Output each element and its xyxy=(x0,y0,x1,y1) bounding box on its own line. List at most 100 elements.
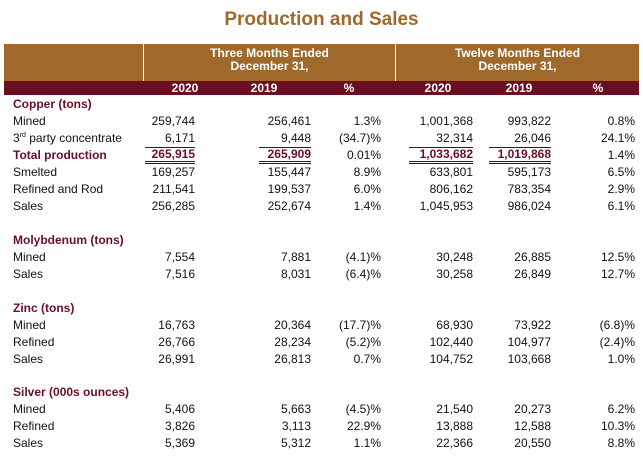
table-row: Refined 3,826 3,113 22.9% 13,888 12,588 … xyxy=(0,418,643,435)
header-divider xyxy=(143,44,144,95)
table-row: Refined and Rod 211,541 199,537 6.0% 806… xyxy=(0,181,643,198)
cell: 26,991 xyxy=(158,352,195,366)
twelve-months-label: Twelve Months Ended xyxy=(454,46,581,60)
cell: 7,554 xyxy=(164,250,195,264)
col-pct-3m: % xyxy=(343,81,355,95)
cell: 993,822 xyxy=(507,114,551,128)
col-2020-3m: 2020 xyxy=(171,81,199,95)
twelve-months-header: Twelve Months Ended December 31, xyxy=(396,47,639,73)
cell: 104,977 xyxy=(507,335,551,349)
row-label: Mined xyxy=(13,402,46,416)
cell: 259,744 xyxy=(151,114,195,128)
row-label: Sales xyxy=(13,267,44,281)
cell: 1.3% xyxy=(353,114,381,128)
row-label-main: 3 xyxy=(13,131,20,145)
cell: 252,674 xyxy=(267,199,311,213)
cell: 26,766 xyxy=(158,335,195,349)
cell: 20,273 xyxy=(514,402,551,416)
col-2019-3m: 2019 xyxy=(250,81,278,95)
cell: 12.7% xyxy=(600,267,635,281)
cell: 806,162 xyxy=(429,182,473,196)
row-label: Mined xyxy=(13,114,46,128)
cell: 155,447 xyxy=(267,165,311,179)
cell: 6.2% xyxy=(607,402,635,416)
row-label: Refined xyxy=(13,419,55,433)
cell: 6.5% xyxy=(607,165,635,179)
cell: 6,171 xyxy=(145,130,195,148)
cell: 30,258 xyxy=(436,267,473,281)
cell: 22.9% xyxy=(346,419,381,433)
cell: 16,763 xyxy=(158,318,195,332)
cell: 1,001,368 xyxy=(419,114,473,128)
table-row: Mined 16,763 20,364 (17.7)% 68,930 73,92… xyxy=(0,317,643,334)
cell: (17.7)% xyxy=(338,318,381,332)
row-label: Refined and Rod xyxy=(13,182,104,196)
cell: 8.9% xyxy=(353,165,381,179)
table-row: Sales 7,516 8,031 (6.4)% 30,258 26,849 1… xyxy=(0,266,643,283)
cell: 12.5% xyxy=(600,250,635,264)
cell: 8,031 xyxy=(280,267,311,281)
section-header: Zinc (tons) xyxy=(0,300,643,317)
column-header-row xyxy=(4,81,639,95)
col-pct-12m: % xyxy=(592,81,604,95)
cell: 1.0% xyxy=(607,352,635,366)
cell: 13,888 xyxy=(436,419,473,433)
cell: (34.7)% xyxy=(338,131,381,145)
table-row: Mined 5,406 5,663 (4.5)% 21,540 20,273 6… xyxy=(0,401,643,418)
cell: (4.1)% xyxy=(345,250,381,264)
cell: 783,354 xyxy=(507,182,551,196)
cell: 7,881 xyxy=(280,250,311,264)
cell: 21,540 xyxy=(436,402,473,416)
row-label: Total production xyxy=(13,148,107,162)
cell: 9,448 xyxy=(259,130,311,148)
cell: 169,257 xyxy=(151,165,195,179)
cell: 32,314 xyxy=(409,130,473,148)
cell: 26,885 xyxy=(514,250,551,264)
table-row: Refined 26,766 28,234 (5.2)% 102,440 104… xyxy=(0,334,643,351)
cell: 68,930 xyxy=(436,318,473,332)
cell: 24.1% xyxy=(600,131,635,145)
section-header: Copper (tons) xyxy=(0,96,643,113)
cell: 6.1% xyxy=(607,199,635,213)
cell: 2.9% xyxy=(607,182,635,196)
cell: 26,813 xyxy=(274,352,311,366)
cell: 28,234 xyxy=(274,335,311,349)
cell: 26,046 xyxy=(489,130,551,148)
row-label: Refined xyxy=(13,335,55,349)
table-row: Sales 26,991 26,813 0.7% 104,752 103,668… xyxy=(0,351,643,368)
cell: 595,173 xyxy=(507,165,551,179)
cell: 265,915 xyxy=(145,147,195,164)
cell: 30,248 xyxy=(436,250,473,264)
cell: 3,113 xyxy=(281,419,311,433)
row-label: Mined xyxy=(13,318,46,332)
section-title: Copper (tons) xyxy=(13,97,92,111)
cell: 1.4% xyxy=(353,199,381,213)
row-label-superscript: rd xyxy=(19,132,26,139)
table-row: Mined 7,554 7,881 (4.1)% 30,248 26,885 1… xyxy=(0,249,643,266)
table-row: Sales 5,369 5,312 1.1% 22,366 20,550 8.8… xyxy=(0,435,643,452)
cell: 199,537 xyxy=(267,182,311,196)
cell: 211,541 xyxy=(152,182,196,196)
cell: 1,033,682 xyxy=(409,147,473,164)
three-months-label: Three Months Ended xyxy=(210,46,329,60)
three-months-header: Three Months Ended December 31, xyxy=(144,47,395,73)
three-months-period: December 31, xyxy=(230,59,309,73)
cell: 5,663 xyxy=(280,402,311,416)
cell: 1,045,953 xyxy=(419,199,473,213)
cell: 26,849 xyxy=(514,267,551,281)
header-divider xyxy=(395,44,396,95)
table-row: 3rd party concentrate 6,171 9,448 (34.7)… xyxy=(0,130,643,148)
cell: 104,752 xyxy=(429,352,473,366)
row-label-rest: party concentrate xyxy=(25,131,122,145)
table-row: Smelted 169,257 155,447 8.9% 633,801 595… xyxy=(0,164,643,181)
cell: 265,909 xyxy=(259,147,311,164)
cell: 8.8% xyxy=(607,436,635,450)
cell: 5,369 xyxy=(164,436,195,450)
section-title: Silver (000s ounces) xyxy=(13,385,130,399)
cell: 12,588 xyxy=(514,419,551,433)
cell: 6.0% xyxy=(353,182,381,196)
col-2019-12m: 2019 xyxy=(505,81,533,95)
cell: 1.4% xyxy=(607,148,635,162)
cell: 73,922 xyxy=(514,318,551,332)
section-header: Silver (000s ounces) xyxy=(0,384,643,401)
